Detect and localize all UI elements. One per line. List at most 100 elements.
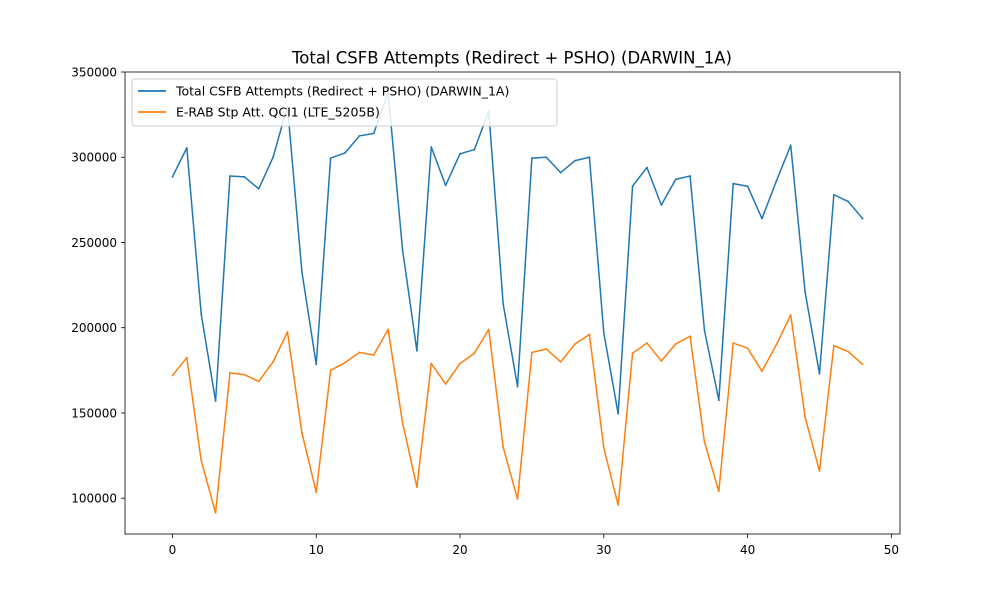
data-point [832, 193, 835, 196]
data-point [358, 135, 361, 137]
data-point [761, 217, 763, 220]
data-point [861, 217, 864, 220]
x-tick-label: 50 [884, 543, 899, 557]
data-point [789, 314, 792, 316]
data-point [531, 157, 533, 159]
data-point [818, 372, 821, 375]
y-tick-label: 100000 [71, 492, 117, 506]
data-point [229, 175, 231, 177]
data-point [761, 370, 763, 373]
data-point [804, 416, 806, 419]
data-point [502, 446, 505, 448]
data-point [344, 361, 346, 364]
data-point [559, 171, 562, 174]
data-point [660, 360, 663, 362]
x-tick-label: 30 [596, 543, 611, 557]
data-point [531, 351, 533, 354]
data-point [775, 180, 778, 183]
data-point [257, 380, 260, 383]
data-point [588, 333, 591, 336]
data-point [387, 328, 390, 331]
data-point [415, 486, 418, 489]
data-point [171, 374, 174, 377]
data-point [732, 342, 735, 344]
data-point [444, 383, 447, 385]
data-point [200, 313, 203, 315]
x-tick-label: 10 [309, 543, 324, 557]
data-point [617, 412, 620, 415]
series-2 [171, 314, 864, 514]
data-point [775, 343, 778, 346]
chart-title: Total CSFB Attempts (Redirect + PSHO) (D… [291, 49, 732, 69]
data-point [631, 185, 634, 188]
data-point [372, 354, 375, 356]
data-point [300, 270, 303, 273]
data-point [272, 360, 274, 363]
data-point [430, 362, 433, 365]
data-point [344, 152, 346, 154]
data-point [415, 349, 418, 352]
data-point [300, 431, 303, 434]
data-point [473, 148, 476, 151]
data-point [602, 331, 605, 334]
data-point [861, 363, 864, 366]
data-point [214, 511, 217, 514]
data-point [185, 356, 188, 359]
data-point [832, 344, 835, 347]
data-point [329, 369, 332, 372]
data-point [329, 157, 332, 159]
data-point [315, 363, 318, 366]
data-point [674, 343, 677, 345]
legend: Total CSFB Attempts (Redirect + PSHO) (D… [131, 78, 558, 127]
data-point [689, 175, 691, 177]
y-tick-label: 350000 [71, 66, 117, 80]
data-point [516, 498, 519, 500]
data-point [286, 331, 289, 333]
data-point [473, 352, 476, 355]
legend-label: Total CSFB Attempts (Redirect + PSHO) (D… [175, 84, 509, 99]
x-tick-label: 40 [740, 543, 755, 557]
data-point [516, 385, 519, 388]
data-point [703, 441, 706, 443]
data-point [847, 350, 850, 353]
data-point [229, 372, 231, 374]
data-point [646, 166, 648, 169]
data-point [545, 348, 548, 350]
data-point [372, 132, 375, 135]
data-point [703, 329, 706, 332]
data-point [631, 352, 634, 355]
data-point [214, 400, 217, 402]
legend-label: E-RAB Stp Att. QCI1 (LTE_5205B) [176, 105, 380, 120]
data-point [185, 146, 188, 149]
data-point [804, 291, 806, 293]
data-point [171, 175, 174, 178]
data-point [444, 184, 447, 187]
data-point [257, 187, 260, 190]
x-tick-label: 0 [169, 543, 177, 557]
y-tick-label: 150000 [71, 406, 117, 420]
data-point [602, 447, 605, 449]
x-tick-label: 20 [452, 543, 467, 557]
data-point [559, 360, 562, 363]
y-tick-label: 300000 [71, 151, 117, 165]
data-point [502, 302, 505, 305]
data-point [717, 399, 720, 402]
legend-box [131, 78, 558, 127]
data-point [574, 159, 576, 162]
data-point [315, 491, 318, 494]
data-point [574, 343, 576, 345]
data-point [746, 185, 749, 188]
data-point [272, 156, 274, 159]
data-point [689, 335, 691, 338]
plot-frame [124, 71, 901, 535]
data-point [430, 146, 433, 148]
data-point [746, 347, 749, 350]
data-point [617, 504, 620, 506]
data-point [717, 490, 720, 493]
data-point [588, 156, 591, 159]
data-point [243, 175, 246, 178]
data-point [847, 200, 850, 203]
data-point [646, 342, 648, 344]
y-tick-label: 250000 [71, 236, 117, 250]
